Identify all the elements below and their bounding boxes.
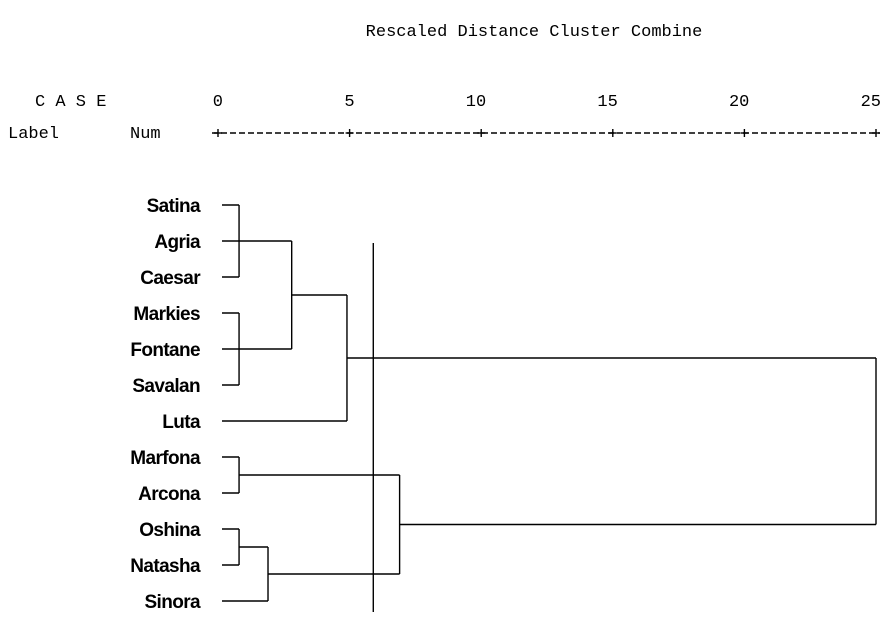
leaf-label: Satina — [147, 196, 201, 217]
leaf-label: Marfona — [130, 448, 201, 469]
leaf-label: Sinora — [144, 592, 201, 613]
leaf-label: Natasha — [130, 556, 201, 577]
leaf-label: Oshina — [139, 520, 201, 541]
leaf-label: Markies — [133, 304, 200, 325]
leaf-label: Arcona — [138, 484, 201, 505]
x-tick-label: 0 — [213, 93, 223, 112]
x-tick-label: 20 — [729, 93, 749, 112]
leaf-label: Fontane — [130, 340, 200, 361]
leaf-label: Savalan — [132, 376, 200, 397]
x-tick-label: 5 — [344, 93, 354, 112]
leaf-label: Agria — [154, 232, 201, 253]
case-header: C A S E — [35, 93, 106, 112]
x-tick-label: 25 — [861, 93, 881, 112]
x-tick-label: 15 — [597, 93, 617, 112]
x-tick-label: 10 — [466, 93, 486, 112]
num-header: Num — [130, 125, 161, 144]
label-header: Label — [8, 125, 59, 144]
leaf-label: Caesar — [140, 268, 201, 289]
leaf-label: Luta — [162, 412, 201, 433]
title: Rescaled Distance Cluster Combine — [366, 23, 703, 42]
